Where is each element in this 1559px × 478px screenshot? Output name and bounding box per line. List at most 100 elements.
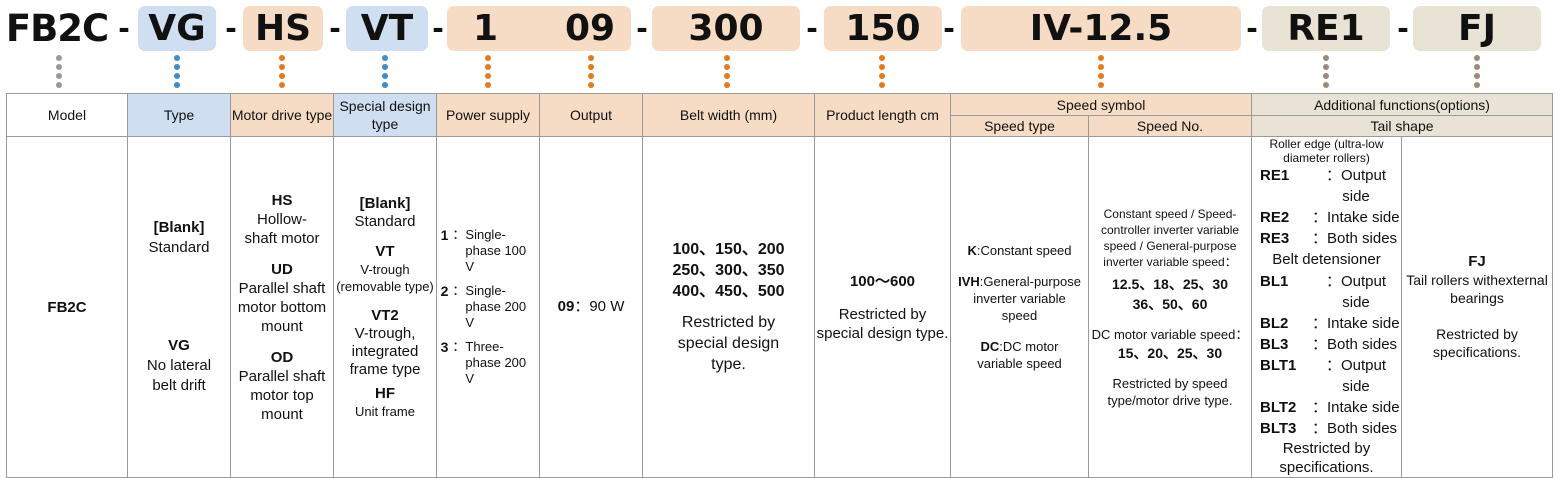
speed-no-dc-title: DC motor variable speed：	[1091, 326, 1249, 342]
code-dash: -	[636, 9, 648, 47]
power-desc: Single-phase 200 V	[465, 283, 527, 330]
code-dash: -	[118, 9, 130, 47]
speed-type-desc: :General-purpose inverter variable speed	[973, 274, 1081, 323]
code-belt-width: 300	[652, 6, 800, 51]
product-length-range: 100～600	[849, 272, 916, 290]
connector-dots	[279, 55, 285, 88]
belt-width-row: 250、300、350	[672, 262, 785, 279]
code-dash: -	[943, 9, 955, 47]
add-desc: ：Intake side	[1312, 399, 1400, 416]
add-row-bl1: BL1 ：Output side	[1252, 271, 1401, 313]
motor-ud-code: UD	[271, 260, 293, 278]
add-code: BLT3	[1260, 420, 1297, 437]
cell-special-design: [Blank] Standard VT V-trough (removable …	[333, 136, 437, 478]
cell-belt-width: 100、150、200 250、300、350 400、450、500 Rest…	[642, 136, 815, 478]
code-motor-drive: HS	[243, 6, 323, 51]
add-row-re1: RE1 ：Output side	[1252, 165, 1401, 207]
speed-type-ivh: IVH:General-purpose inverter variable sp…	[951, 273, 1088, 324]
add-row-bl3: BL3 ：Both sides	[1252, 334, 1401, 355]
motor-hs-code: HS	[271, 191, 293, 209]
add-desc: ：Output side	[1325, 357, 1387, 395]
speed-no-note: Restricted by speed type/motor drive typ…	[1107, 375, 1233, 408]
belt-width-row: 400、450、500	[672, 283, 785, 300]
belt-width-row: 100、150、200	[672, 241, 785, 258]
special-vt-desc: V-trough (removable type)	[336, 261, 434, 294]
code-dash: -	[1397, 9, 1409, 47]
code-dash: -	[329, 9, 341, 47]
output-sep: ：	[574, 298, 590, 315]
special-vt-code: VT	[375, 242, 395, 260]
header-speed-type: Speed type	[950, 115, 1089, 137]
power-sep: ：	[452, 227, 466, 242]
header-additional: Additional functions(options)	[1250, 93, 1554, 116]
power-option-2: 2 ： Single-phase 200 V	[437, 283, 539, 331]
speed-no-title: Constant speed / Speed-controller invert…	[1100, 206, 1240, 269]
add-row-re3: RE3 ：Both sides	[1252, 228, 1401, 249]
output-code: 09	[557, 298, 575, 315]
model-value: FB2C	[47, 298, 87, 316]
speed-type-k: K:Constant speed	[951, 242, 1088, 259]
cell-model: FB2C	[6, 136, 128, 478]
speed-type-code: DC	[980, 339, 1000, 354]
spec-table: Model Type Motor drive type Special desi…	[6, 93, 1554, 478]
power-code: 2	[440, 283, 449, 299]
add-row-blt2: BLT2 ：Intake side	[1252, 397, 1401, 418]
cell-speed-no: Constant speed / Speed-controller invert…	[1088, 136, 1252, 478]
code-additional: RE1	[1262, 6, 1390, 51]
type-blank-desc: Standard	[148, 239, 210, 256]
connector-dots	[485, 55, 491, 88]
cell-type: [Blank] Standard VG No lateral belt drif…	[127, 136, 231, 478]
header-output: Output	[539, 93, 643, 137]
add-row-bl2: BL2 ：Intake side	[1252, 313, 1401, 334]
add-row-re2: RE2 ：Intake side	[1252, 207, 1401, 228]
tail-desc: Tail rollers withexternal bearings	[1406, 272, 1548, 306]
belt-width-note: Restricted by special design type.	[677, 314, 780, 373]
tail-note: Restricted by specifications.	[1433, 326, 1521, 360]
cell-output: 09：90 W	[539, 136, 643, 478]
connector-dots	[1474, 55, 1480, 88]
code-speed: IV-12.5	[961, 6, 1241, 51]
special-blank-code: [Blank]	[359, 194, 411, 212]
power-desc: Three-phase 200 V	[465, 339, 527, 386]
header-power-supply: Power supply	[436, 93, 540, 137]
cell-product-length: 100～600 Restricted by special design typ…	[814, 136, 951, 478]
special-hf-code: HF	[375, 384, 395, 402]
header-type: Type	[127, 93, 231, 137]
connector-dots	[56, 55, 62, 88]
motor-ud-desc: Parallel shaft motor bottom mount	[237, 279, 327, 335]
add-code: BLT2	[1260, 399, 1297, 416]
power-sep: ：	[452, 283, 466, 298]
motor-od-desc: Parallel shaft motor top mount	[238, 367, 326, 423]
add-desc: ：Output side	[1325, 167, 1387, 205]
motor-hs-desc: Hollow-shaft motor	[244, 210, 320, 247]
power-code: 1	[440, 227, 449, 243]
speed-type-dc: DC:DC motor variable speed	[951, 338, 1088, 372]
code-dash: -	[432, 9, 444, 47]
add-code: RE1	[1260, 167, 1290, 184]
tail-code: FJ	[1468, 253, 1486, 270]
motor-od-code: OD	[270, 348, 294, 366]
special-vt2-desc: V-trough, integrated frame type	[349, 324, 421, 378]
type-blank-code: [Blank]	[153, 219, 205, 236]
speed-type-code: K	[967, 243, 977, 258]
header-motor-drive: Motor drive type	[230, 93, 334, 137]
add-code: BL3	[1260, 336, 1289, 353]
add-code: RE2	[1260, 209, 1290, 226]
add-row-blt1: BLT1 ：Output side	[1252, 355, 1401, 397]
add-code: RE3	[1260, 230, 1290, 247]
code-power-supply: 1	[473, 8, 499, 49]
connector-dots	[1098, 55, 1104, 88]
header-speed-no: Speed No.	[1088, 115, 1252, 137]
speed-no-dc-values: 15、20、25、30	[1117, 344, 1223, 361]
add-desc: ：Both sides	[1312, 420, 1398, 437]
special-vt2-code: VT2	[371, 306, 399, 324]
add-row-blt3: BLT3 ：Both sides	[1252, 418, 1401, 439]
additional-note: Restricted by specifications.	[1279, 440, 1374, 476]
cell-additional: Roller edge (ultra-low diameter rollers)…	[1251, 136, 1402, 478]
header-model: Model	[6, 93, 128, 137]
connector-dots	[382, 55, 388, 88]
cell-power-supply: 1 ： Single-phase 100 V 2 ： Single-phase …	[436, 136, 540, 478]
add-desc: ：Output side	[1325, 273, 1387, 311]
code-product-length: 150	[824, 6, 942, 51]
roller-edge-title: Roller edge (ultra-low diameter rollers)	[1269, 137, 1384, 165]
